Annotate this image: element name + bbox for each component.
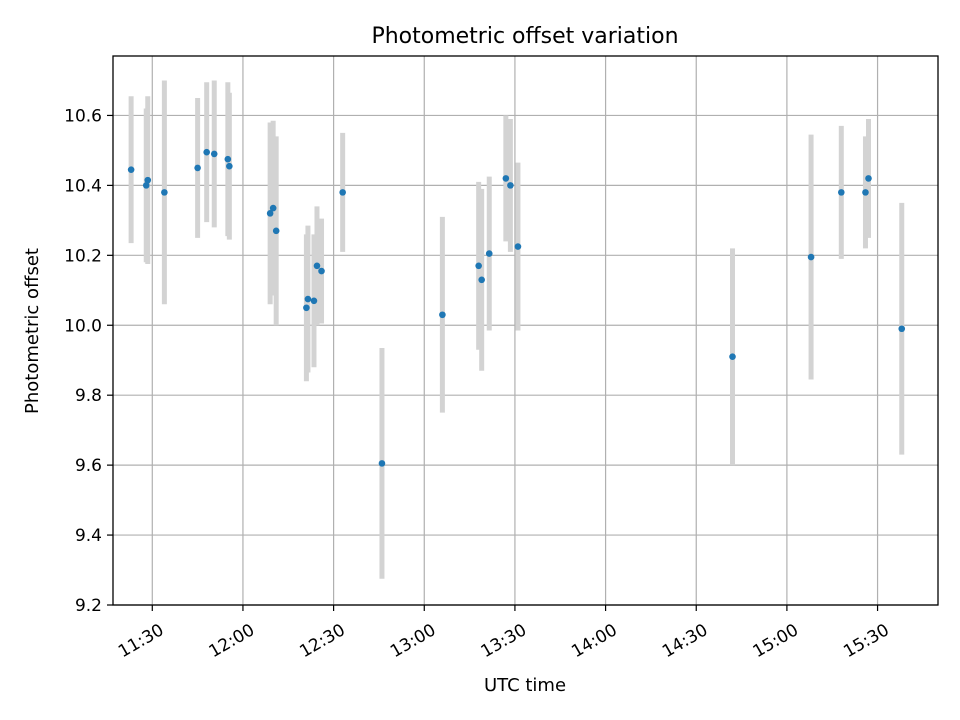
y-axis-label: Photometric offset	[22, 248, 43, 414]
data-points	[127, 148, 906, 467]
plot-frame	[112, 55, 939, 606]
y-tick-label: 9.8	[75, 386, 102, 406]
data-point	[226, 162, 233, 170]
data-point	[272, 227, 280, 235]
data-point	[304, 295, 312, 303]
x-axis-label: UTC time	[484, 675, 566, 696]
data-point	[439, 311, 446, 319]
data-point	[266, 210, 274, 217]
data-point	[514, 243, 522, 250]
data-point	[269, 204, 277, 212]
data-point	[485, 250, 493, 257]
chart-title: Photometric offset variation	[371, 24, 678, 49]
y-tick-label: 10.0	[64, 316, 102, 336]
data-point	[318, 267, 325, 275]
data-point	[210, 150, 218, 158]
data-point	[475, 262, 482, 270]
data-point	[161, 189, 168, 196]
data-point	[310, 297, 318, 305]
data-point	[502, 175, 510, 182]
data-point	[507, 182, 514, 189]
data-point	[194, 164, 201, 172]
data-point	[807, 253, 815, 261]
y-axis-ticks: 9.2 9.4 9.6 9.8 10.0 10.2 10.4 10.6	[64, 106, 113, 616]
data-point	[313, 262, 321, 270]
y-tick-label: 10.4	[64, 176, 102, 196]
data-point	[478, 276, 485, 284]
data-point	[203, 148, 210, 156]
y-tick-label: 9.6	[75, 456, 102, 476]
data-point	[303, 304, 310, 312]
data-point	[837, 189, 845, 196]
data-point	[142, 182, 150, 189]
data-point	[144, 176, 152, 184]
y-tick-label: 10.6	[64, 106, 102, 126]
data-point	[339, 189, 346, 196]
data-point	[898, 325, 906, 333]
data-point	[862, 189, 869, 196]
y-tick-label: 9.4	[75, 526, 102, 546]
data-point	[729, 353, 736, 361]
data-point	[865, 175, 872, 182]
y-tick-label: 10.2	[64, 246, 102, 266]
data-point	[224, 155, 232, 163]
data-point	[378, 460, 386, 467]
data-point	[127, 166, 135, 173]
y-tick-label: 9.2	[75, 596, 102, 616]
